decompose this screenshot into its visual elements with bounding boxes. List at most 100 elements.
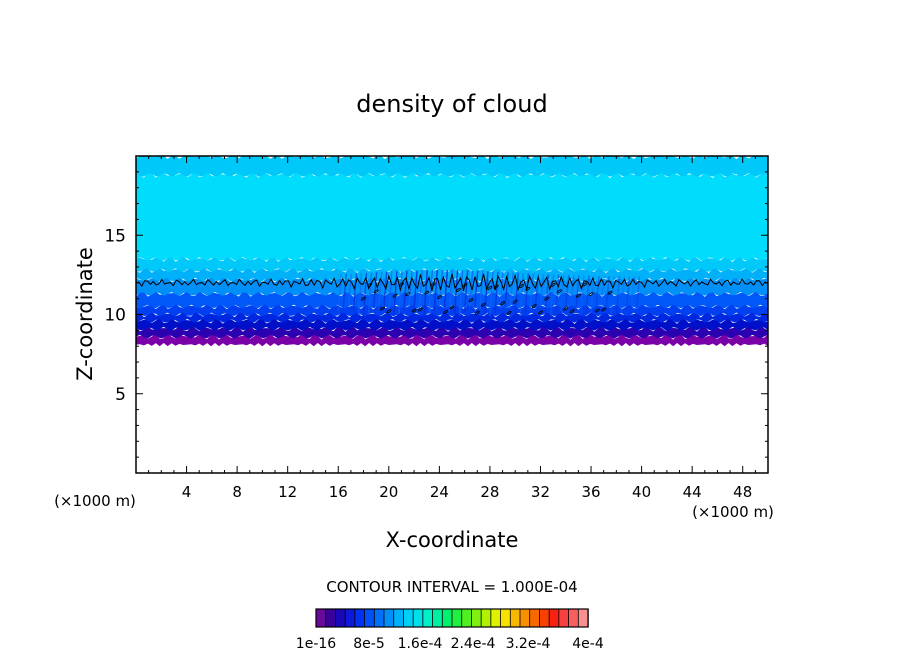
cloud-layer-8 <box>136 255 768 272</box>
wave-stripe <box>448 270 454 312</box>
colorbar-tick-label: 8e-5 <box>353 636 384 652</box>
wave-stripe <box>408 270 413 307</box>
contour-blob <box>512 299 518 304</box>
contour-blob <box>380 306 385 311</box>
colorbar-swatch <box>412 608 424 628</box>
colorbar-tick-label: 1.6e-4 <box>398 636 443 652</box>
cloud-layer-9 <box>136 171 768 261</box>
wave-stripe <box>605 275 610 310</box>
wave-stripe <box>428 270 433 315</box>
x-axis-ticks: 4 8 12 16 20 24 28 32 36 40 44 48 <box>148 156 756 501</box>
cloud-layer-10 <box>136 156 768 177</box>
x-unit-label-left: (×1000 m) <box>54 492 136 510</box>
cloud-density-field <box>136 156 768 347</box>
x-tick-label: 16 <box>329 483 348 501</box>
colorbar-swatch <box>480 608 492 628</box>
colorbar <box>315 608 589 628</box>
wave-stripe <box>403 270 408 310</box>
wave-stripe <box>484 271 489 315</box>
x-tick-label: 20 <box>379 483 398 501</box>
contour-blob <box>569 309 575 314</box>
contour-blob <box>563 306 569 311</box>
x-tick-label: 8 <box>232 483 242 501</box>
contour-blob <box>607 290 613 295</box>
contour-blob <box>594 308 600 313</box>
contour-blob <box>443 309 449 314</box>
contour-blob <box>398 282 404 287</box>
contour-blob <box>506 310 512 315</box>
y-tick-label: 5 <box>115 385 126 405</box>
contour-blob <box>487 285 493 290</box>
contour-blob <box>500 301 506 306</box>
wave-stripe <box>560 274 565 312</box>
colorbar-swatch <box>383 608 395 628</box>
contour-blob <box>405 292 411 297</box>
contour-blob <box>525 286 531 291</box>
wave-stripe <box>423 270 428 316</box>
wave-stripe <box>453 270 459 316</box>
contour-blobs <box>361 282 613 315</box>
colorbar-tick-label: 2.4e-4 <box>451 636 496 652</box>
wave-stripe <box>625 276 631 310</box>
wave-stripe <box>554 274 560 316</box>
cloud-layer-4 <box>136 303 768 317</box>
plot-area <box>135 155 769 474</box>
wave-stripe <box>433 270 439 311</box>
colorbar-swatch <box>393 608 405 628</box>
colorbar-tick-label: 3.2e-4 <box>506 636 551 652</box>
colorbar-swatch <box>548 608 560 628</box>
x-tick-label: 44 <box>683 483 702 501</box>
wave-stripe <box>352 273 358 311</box>
contour-blob <box>386 309 392 314</box>
wave-stripe <box>620 276 626 314</box>
colorbar-swatch <box>441 608 453 628</box>
colorbar-swatch <box>509 608 521 628</box>
contour-blob <box>436 295 442 300</box>
contour-blob <box>474 310 480 315</box>
wave-stripe <box>388 271 393 314</box>
wave-stripe <box>610 276 615 315</box>
wave-stripe <box>529 273 535 310</box>
colorbar-swatch <box>315 608 327 628</box>
colorbar-swatch <box>529 608 541 628</box>
colorbar-swatch <box>432 608 443 628</box>
colorbar-swatch <box>471 608 482 628</box>
contour-blob <box>538 310 543 315</box>
cloud-layer-0 <box>136 333 768 347</box>
x-tick-label: 12 <box>278 483 297 501</box>
wave-stripe <box>600 275 605 307</box>
wave-stripe <box>570 275 575 308</box>
cloud-layer-3 <box>136 311 768 323</box>
contour-blob <box>550 282 556 287</box>
colorbar-swatch <box>344 608 356 628</box>
colorbar-swatch <box>490 608 502 628</box>
colorbar-swatch <box>461 608 473 628</box>
wave-stripe <box>458 270 464 316</box>
wave-stripe <box>524 273 530 315</box>
wave-stripe <box>595 275 600 309</box>
contour-interval-label: CONTOUR INTERVAL = 1.000E-04 <box>326 578 577 596</box>
contour-blob <box>481 302 487 307</box>
wave-stripe <box>398 271 403 314</box>
x-tick-label: 28 <box>480 483 499 501</box>
colorbar-swatch <box>500 608 511 628</box>
wave-stripe <box>499 271 504 309</box>
wave-stripe <box>585 275 590 316</box>
contour-blob <box>519 284 524 288</box>
wave-stripe <box>539 274 545 308</box>
wave-stripe <box>377 271 383 307</box>
cloud-layer-5 <box>136 290 768 309</box>
contour-blob <box>367 282 373 287</box>
x-axis-title: X-coordinate <box>386 528 519 552</box>
contour-blob <box>392 293 398 298</box>
x-tick-label: 36 <box>581 483 600 501</box>
wave-stripe <box>383 271 388 310</box>
x-unit-label-right: (×1000 m) <box>692 503 774 521</box>
contour-blob <box>449 305 455 310</box>
wave-stripe <box>615 276 621 317</box>
colorbar-swatch <box>451 608 463 628</box>
wave-stripe <box>504 272 509 307</box>
colorbar-swatch <box>364 608 375 628</box>
x-tick-label: 24 <box>430 483 449 501</box>
wave-stripe <box>393 271 398 317</box>
